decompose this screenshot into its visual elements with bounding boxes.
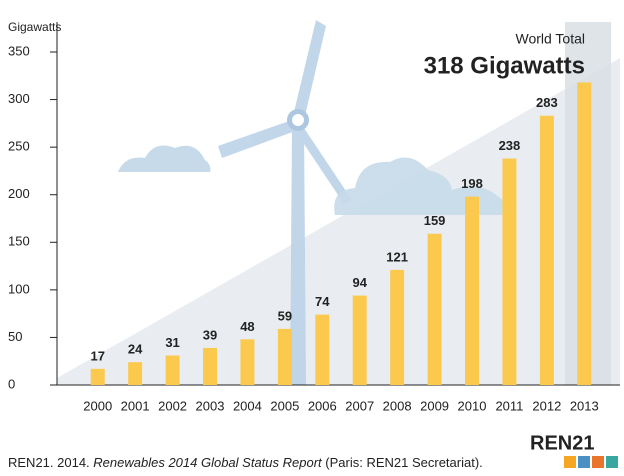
data-label: 121	[386, 249, 408, 264]
data-label: 24	[128, 342, 143, 357]
x-tick-label: 2002	[158, 398, 187, 413]
cloud	[118, 146, 210, 172]
data-label: 159	[424, 213, 446, 228]
y-tick-label: 300	[8, 91, 30, 106]
data-label: 238	[499, 138, 521, 153]
x-tick-label: 2004	[233, 398, 262, 413]
bar	[465, 197, 479, 385]
data-label: 283	[536, 95, 558, 110]
bar	[502, 159, 516, 385]
y-tick-label: 250	[8, 139, 30, 154]
data-label: 74	[315, 294, 330, 309]
x-tick-label: 2010	[458, 398, 487, 413]
y-tick-label: 200	[8, 186, 30, 201]
bar	[390, 270, 404, 385]
y-axis-label: Gigawatts	[8, 20, 61, 34]
x-tick-label: 2006	[308, 398, 337, 413]
x-tick-label: 2008	[383, 398, 412, 413]
annotation: World Total	[515, 31, 585, 47]
data-label: 94	[352, 275, 367, 290]
x-tick-label: 2011	[495, 398, 523, 413]
logo-icons	[564, 456, 618, 468]
x-tick-label: 2009	[420, 398, 449, 413]
data-label: 17	[90, 348, 104, 363]
bar	[203, 348, 217, 385]
data-label: 39	[203, 327, 217, 342]
data-label: 198	[461, 176, 483, 191]
bar	[278, 329, 292, 385]
data-label: 59	[278, 308, 292, 323]
source-part: Renewables 2014 Global Status Report	[93, 455, 323, 470]
x-tick-label: 2007	[345, 398, 374, 413]
data-label: 318 Gigawatts	[424, 52, 585, 79]
bar	[128, 362, 142, 385]
y-tick-label: 0	[8, 376, 15, 391]
source-part: (Paris: REN21 Secretariat).	[322, 455, 483, 470]
x-tick-label: 2003	[196, 398, 225, 413]
y-tick-label: 50	[8, 329, 22, 344]
bar	[540, 116, 554, 385]
source-part: REN21. 2014.	[8, 455, 93, 470]
bar	[240, 339, 254, 385]
x-tick-label: 2000	[83, 398, 112, 413]
data-label: 31	[165, 335, 179, 350]
x-tick-label: 2012	[532, 398, 561, 413]
bar	[428, 234, 442, 385]
y-tick-label: 100	[8, 281, 30, 296]
x-tick-label: 2005	[270, 398, 299, 413]
y-tick-label: 150	[8, 234, 30, 249]
bar	[353, 296, 367, 385]
source: REN21. 2014. Renewables 2014 Global Stat…	[8, 455, 483, 470]
bar	[166, 356, 180, 385]
x-tick-label: 2013	[570, 398, 599, 413]
y-tick-label: 350	[8, 43, 30, 58]
logo: REN21	[530, 432, 594, 454]
bar	[315, 315, 329, 385]
data-label: 48	[240, 319, 254, 334]
chart: Gigawatts World Total REN21. 2014. Renew…	[0, 0, 624, 476]
x-tick-label: 2001	[121, 398, 150, 413]
bar	[577, 82, 591, 385]
bar	[91, 369, 105, 385]
